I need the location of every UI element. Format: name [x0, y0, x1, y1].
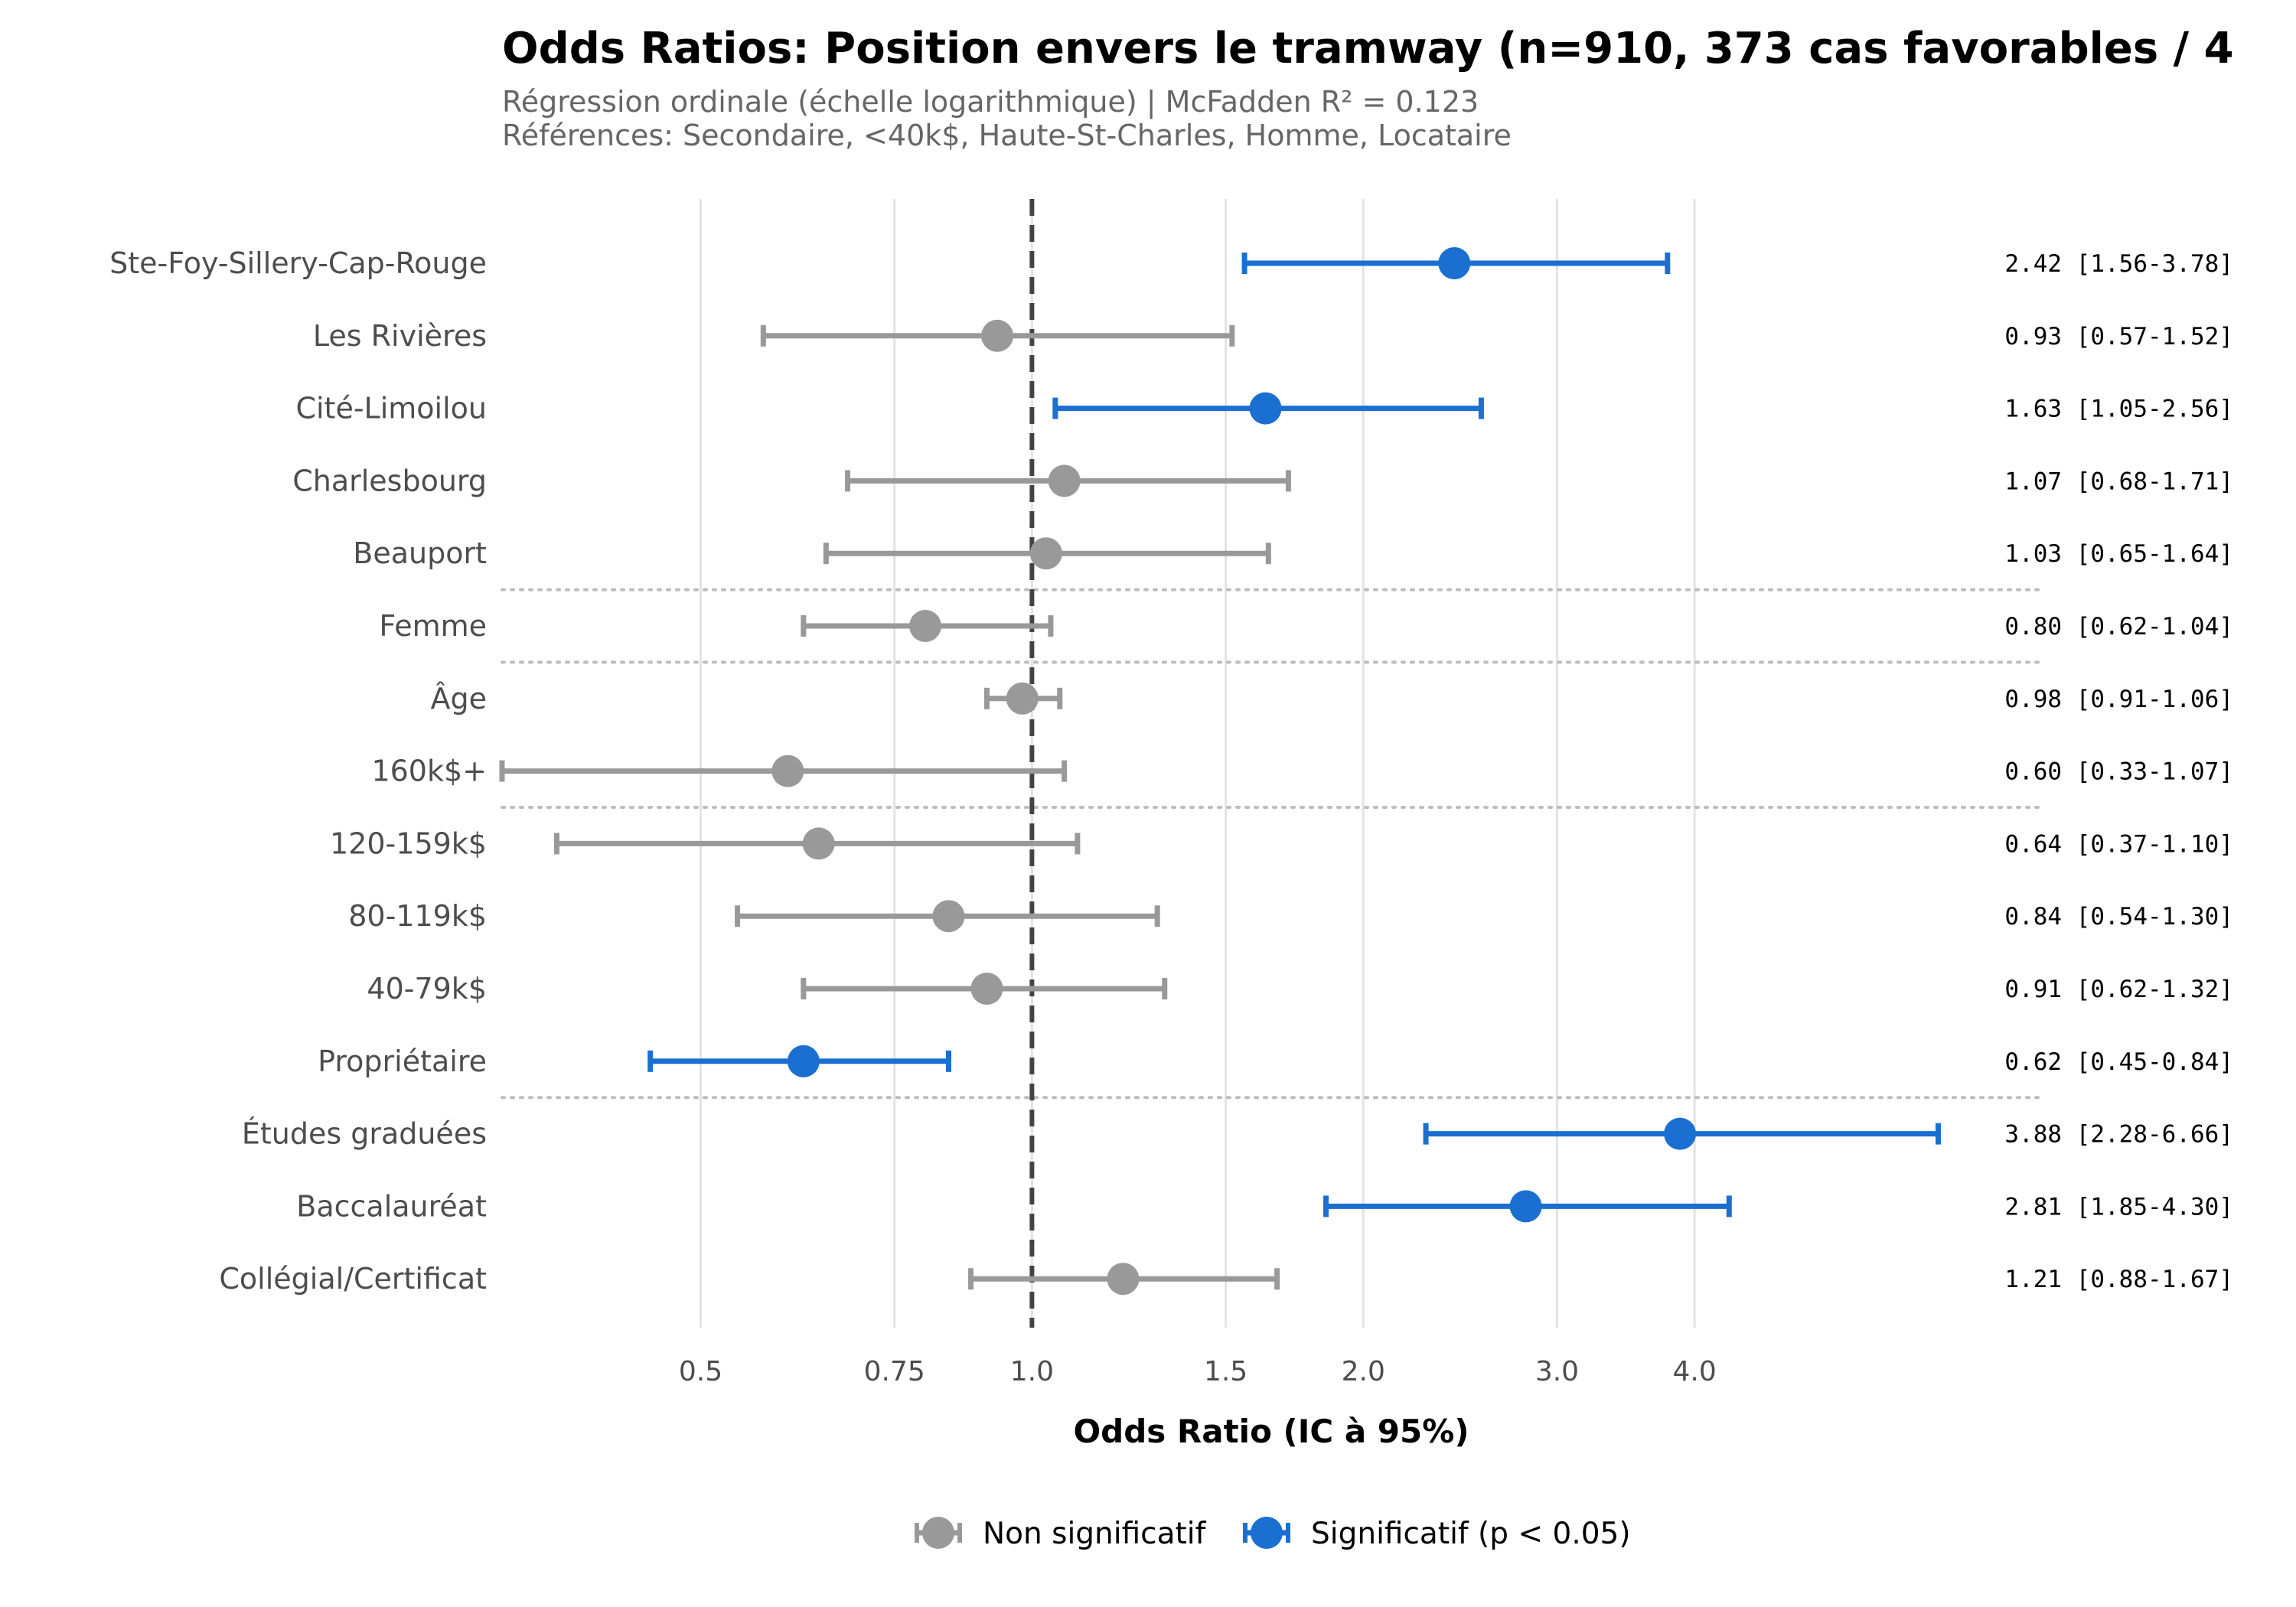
- ci-value-label-9: 0.84 [0.54-1.30]: [2004, 903, 2233, 931]
- ci-value-label-5: 0.80 [0.62-1.04]: [2004, 613, 2233, 641]
- confidence-intervals: [499, 253, 1942, 1290]
- or-point-2: [1249, 392, 1282, 425]
- row-label-12: Études graduées: [242, 1117, 487, 1151]
- row-label-10: 40-79k$: [367, 972, 487, 1006]
- ci-value-label-3: 1.07 [0.68-1.71]: [2004, 468, 2233, 495]
- chart-subtitle-line-1: Régression ordinale (échelle logarithmiq…: [502, 85, 1479, 119]
- ci-value-label-11: 0.62 [0.45-0.84]: [2004, 1048, 2233, 1076]
- ci-value-label-1: 0.93 [0.57-1.52]: [2004, 323, 2233, 350]
- ci-value-label-6: 0.98 [0.91-1.06]: [2004, 686, 2233, 713]
- x-axis-ticks: 0.5 0.75 1.0 1.5 2.0 3.0 4.0: [679, 1356, 1717, 1387]
- or-point-9: [932, 900, 965, 933]
- x-tick-label-1: 0.75: [864, 1356, 925, 1387]
- ci-value-label-10: 0.91 [0.62-1.32]: [2004, 976, 2233, 1003]
- x-axis-label: Odds Ratio (IC à 95%): [1073, 1413, 1469, 1450]
- ci-value-labels: 2.42 [1.56-3.78] 0.93 [0.57-1.52] 1.63 [1.…: [2004, 250, 2233, 1293]
- row-label-6: Âge: [431, 682, 488, 715]
- ci-value-label-0: 2.42 [1.56-3.78]: [2004, 250, 2233, 278]
- row-label-8: 120-159k$: [330, 826, 487, 860]
- odds-ratio-points: [771, 247, 1697, 1296]
- or-point-12: [1664, 1117, 1697, 1150]
- or-point-3: [1048, 464, 1081, 497]
- legend-label-0: Non significatif: [983, 1517, 1207, 1551]
- or-point-14: [1107, 1263, 1140, 1296]
- legend-key-point-0: [922, 1517, 954, 1549]
- legend-label-1: Significatif (p < 0.05): [1311, 1517, 1631, 1551]
- or-point-13: [1509, 1190, 1542, 1223]
- or-point-5: [909, 610, 942, 642]
- or-point-8: [802, 827, 835, 860]
- row-label-11: Propriétaire: [318, 1045, 487, 1078]
- row-label-0: Ste-Foy-Sillery-Cap-Rouge: [109, 246, 487, 280]
- legend: Non significatif Significatif (p < 0.05): [915, 1517, 1631, 1551]
- row-label-13: Baccalauréat: [296, 1189, 487, 1223]
- or-point-0: [1438, 247, 1471, 279]
- ci-value-label-8: 0.64 [0.37-1.10]: [2004, 830, 2233, 858]
- row-labels: Ste-Foy-Sillery-Cap-Rouge Les Rivières Cit…: [109, 246, 487, 1296]
- row-label-1: Les Rivières: [313, 319, 487, 353]
- ci-value-label-4: 1.03 [0.65-1.64]: [2004, 540, 2233, 568]
- row-label-3: Charlesbourg: [292, 464, 487, 497]
- row-label-5: Femme: [379, 609, 487, 643]
- x-tick-label-3: 1.5: [1204, 1356, 1247, 1387]
- or-point-10: [970, 973, 1003, 1005]
- ci-value-label-2: 1.63 [1.05-2.56]: [2004, 396, 2233, 423]
- ci-value-label-7: 0.60 [0.33-1.07]: [2004, 758, 2233, 786]
- ci-value-label-13: 2.81 [1.85-4.30]: [2004, 1193, 2233, 1221]
- ci-value-label-14: 1.21 [0.88-1.67]: [2004, 1266, 2233, 1293]
- group-separators: [501, 588, 2045, 1100]
- row-label-9: 80-119k$: [348, 899, 487, 933]
- or-point-11: [787, 1045, 820, 1077]
- ci-value-label-12: 3.88 [2.28-6.66]: [2004, 1121, 2233, 1149]
- or-point-7: [771, 755, 804, 787]
- x-tick-label-4: 2.0: [1342, 1356, 1385, 1387]
- x-tick-label-6: 4.0: [1672, 1356, 1716, 1387]
- row-label-2: Cité-Limoilou: [295, 392, 487, 425]
- legend-key-point-1: [1251, 1517, 1283, 1549]
- x-tick-label-5: 3.0: [1535, 1356, 1579, 1387]
- or-point-4: [1029, 537, 1062, 570]
- or-point-6: [1006, 682, 1039, 715]
- row-label-7: 160k$+: [371, 755, 487, 788]
- chart-title: Odds Ratios: Position envers le tramway …: [502, 24, 2234, 73]
- vertical-gridlines: [699, 199, 1696, 1328]
- or-point-1: [981, 319, 1014, 352]
- x-tick-label-0: 0.5: [679, 1356, 722, 1387]
- row-label-14: Collégial/Certificat: [219, 1262, 487, 1296]
- row-label-4: Beauport: [353, 536, 487, 570]
- chart-subtitle-line-2: Références: Secondaire, <40k$, Haute-St-…: [502, 119, 1512, 152]
- x-tick-label-2: 1.0: [1010, 1356, 1054, 1387]
